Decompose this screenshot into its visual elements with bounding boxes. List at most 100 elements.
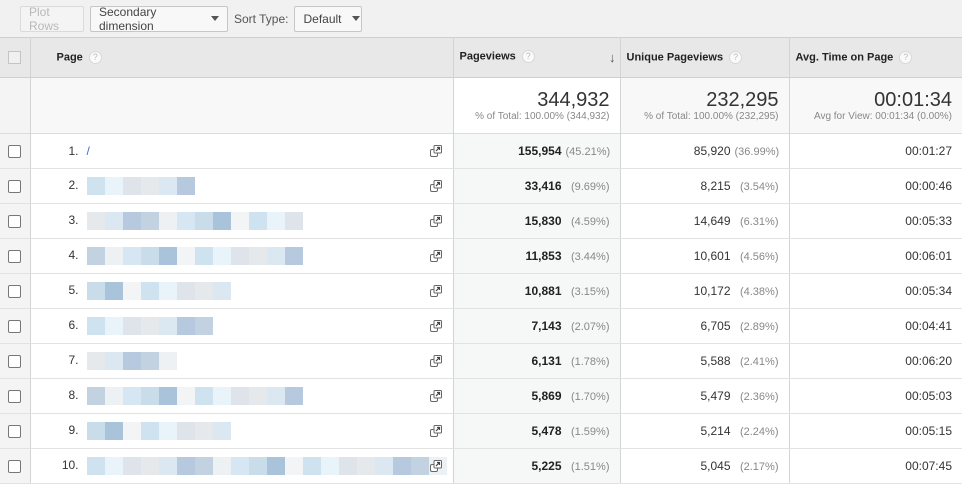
avg-time-value: 00:04:41 <box>905 319 952 333</box>
header-checkbox-cell <box>0 37 31 78</box>
table-row: 6. 7,143 (2.07%) 6,705 (2.89%) 00:04:41 <box>0 308 962 344</box>
open-external-icon[interactable] <box>429 459 443 473</box>
redacted-page-path[interactable] <box>86 247 303 265</box>
open-external-icon[interactable] <box>429 389 443 403</box>
header-avg-time[interactable]: Avg. Time on Page? <box>789 38 962 78</box>
unique-pageviews-percent: (3.54%) <box>739 181 779 193</box>
unique-pageviews-value: 10,601 <box>693 249 731 263</box>
avg-time-cell: 00:07:45 <box>789 448 962 484</box>
pageviews-percent: (3.44%) <box>570 251 610 263</box>
table-header-row: Page? Pageviews? ↓ Unique Pageviews? Avg… <box>0 37 962 78</box>
sort-descending-icon[interactable]: ↓ <box>609 50 616 65</box>
table-row: 1./155,954 (45.21%) 85,920 (36.99%) 00:01:27 <box>0 133 962 169</box>
page-path-link[interactable]: / <box>86 144 90 158</box>
help-icon[interactable]: ? <box>521 50 535 63</box>
unique-pageviews-percent: (6.31%) <box>739 216 779 228</box>
pageviews-percent: (1.59%) <box>570 426 610 438</box>
secondary-dimension-dropdown[interactable]: Secondary dimension <box>90 4 228 33</box>
row-checkbox[interactable] <box>8 425 22 439</box>
table-row: 10. 5,225 (1.51%) 5,045 (2.17%) 00:07:45 <box>0 448 962 484</box>
row-checkbox-cell <box>0 308 31 344</box>
open-external-icon[interactable] <box>429 249 443 263</box>
page-cell: 1. / <box>30 133 454 169</box>
row-rank: 6. <box>68 318 79 333</box>
row-checkbox[interactable] <box>8 250 22 264</box>
redacted-page-path[interactable] <box>86 352 177 370</box>
table-row: 4. 11,853 (3.44%) 10,601 (4.56%) 00:06:01 <box>0 238 962 274</box>
table-row: 9. 5,478 (1.59%) 5,214 (2.24%) 00:05:15 <box>0 413 962 449</box>
avg-time-cell: 00:01:27 <box>789 133 962 169</box>
help-icon[interactable]: ? <box>88 51 102 64</box>
table-row: 5. 10,881 (3.15%) 10,172 (4.38%) 00:05:34 <box>0 273 962 309</box>
unique-pageviews-percent: (4.38%) <box>739 286 779 298</box>
open-external-icon[interactable] <box>429 179 443 193</box>
unique-pageviews-value: 8,215 <box>700 179 731 193</box>
row-checkbox[interactable] <box>8 215 22 229</box>
open-external-icon[interactable] <box>429 424 443 438</box>
row-checkbox[interactable] <box>8 355 22 369</box>
help-icon[interactable]: ? <box>899 51 913 64</box>
row-checkbox[interactable] <box>8 285 22 299</box>
pageviews-value: 15,830 <box>524 214 562 228</box>
row-checkbox-cell <box>0 273 31 309</box>
open-external-icon[interactable] <box>429 319 443 333</box>
redacted-page-path[interactable] <box>86 177 195 195</box>
pageviews-value: 5,478 <box>531 424 562 438</box>
plot-rows-button[interactable]: Plot Rows <box>20 5 84 33</box>
open-external-icon[interactable] <box>429 144 443 158</box>
pageviews-percent: (2.07%) <box>570 321 610 333</box>
unique-pageviews-value: 6,705 <box>700 319 731 333</box>
unique-pageviews-percent: (2.41%) <box>739 356 779 368</box>
unique-pageviews-percent: (2.89%) <box>739 321 779 333</box>
unique-pageviews-cell: 8,215 (3.54%) <box>620 168 790 204</box>
row-rank: 4. <box>68 248 79 263</box>
select-all-checkbox[interactable] <box>8 51 22 64</box>
row-checkbox[interactable] <box>8 390 22 404</box>
pageviews-cell: 5,225 (1.51%) <box>453 448 621 484</box>
avg-time-cell: 00:05:03 <box>789 378 962 414</box>
page-cell: 6. <box>30 308 454 344</box>
pageviews-percent: (1.78%) <box>570 356 610 368</box>
header-unique-pageviews[interactable]: Unique Pageviews? <box>620 37 790 78</box>
header-page[interactable]: Page? <box>30 37 454 78</box>
redacted-page-path[interactable] <box>86 317 213 335</box>
sort-type-value: Default <box>303 11 342 26</box>
avg-time-cell: 00:06:01 <box>789 238 962 274</box>
row-checkbox[interactable] <box>8 460 22 474</box>
header-pageviews[interactable]: Pageviews? ↓ <box>453 37 621 78</box>
redacted-page-path[interactable] <box>86 212 303 230</box>
page-cell: 2. <box>30 168 454 204</box>
avg-time-value: 00:01:27 <box>905 144 952 158</box>
redacted-page-path[interactable] <box>86 282 231 300</box>
unique-pageviews-percent: (2.24%) <box>739 426 779 438</box>
sort-type-label: Sort Type: <box>234 11 289 26</box>
row-checkbox-cell <box>0 413 31 449</box>
redacted-page-path[interactable] <box>86 422 231 440</box>
row-checkbox[interactable] <box>8 320 22 334</box>
row-checkbox[interactable] <box>8 180 22 194</box>
unique-pageviews-value: 85,920 <box>693 144 731 158</box>
redacted-page-path[interactable] <box>86 387 303 405</box>
page-cell: 7. <box>30 343 454 379</box>
table-row: 7. 6,131 (1.78%) 5,588 (2.41%) 00:06:20 <box>0 343 962 379</box>
row-checkbox[interactable] <box>8 145 22 159</box>
table-row: 8. 5,869 (1.70%) 5,479 (2.36%) 00:05:03 <box>0 378 962 414</box>
secondary-dimension-label: Secondary dimension <box>99 4 157 33</box>
row-rank: 5. <box>68 283 79 298</box>
help-icon[interactable]: ? <box>729 51 743 64</box>
pageviews-cell: 33,416 (9.69%) <box>453 168 621 204</box>
open-external-icon[interactable] <box>429 214 443 228</box>
redacted-page-path[interactable] <box>86 457 447 475</box>
totals-page-cell <box>30 77 454 134</box>
sort-type-dropdown[interactable]: Default <box>294 5 363 32</box>
unique-pageviews-value: 5,588 <box>700 354 731 368</box>
avg-time-cell: 00:05:33 <box>789 203 962 239</box>
unique-pageviews-cell: 6,705 (2.89%) <box>620 308 790 344</box>
totals-pageviews-value: 344,932 <box>537 88 610 111</box>
page-cell: 4. <box>30 238 454 274</box>
unique-pageviews-cell: 14,649 (6.31%) <box>620 203 790 239</box>
avg-time-value: 00:05:33 <box>905 214 952 228</box>
open-external-icon[interactable] <box>429 354 443 368</box>
open-external-icon[interactable] <box>429 284 443 298</box>
page-cell: 9. <box>30 413 454 449</box>
